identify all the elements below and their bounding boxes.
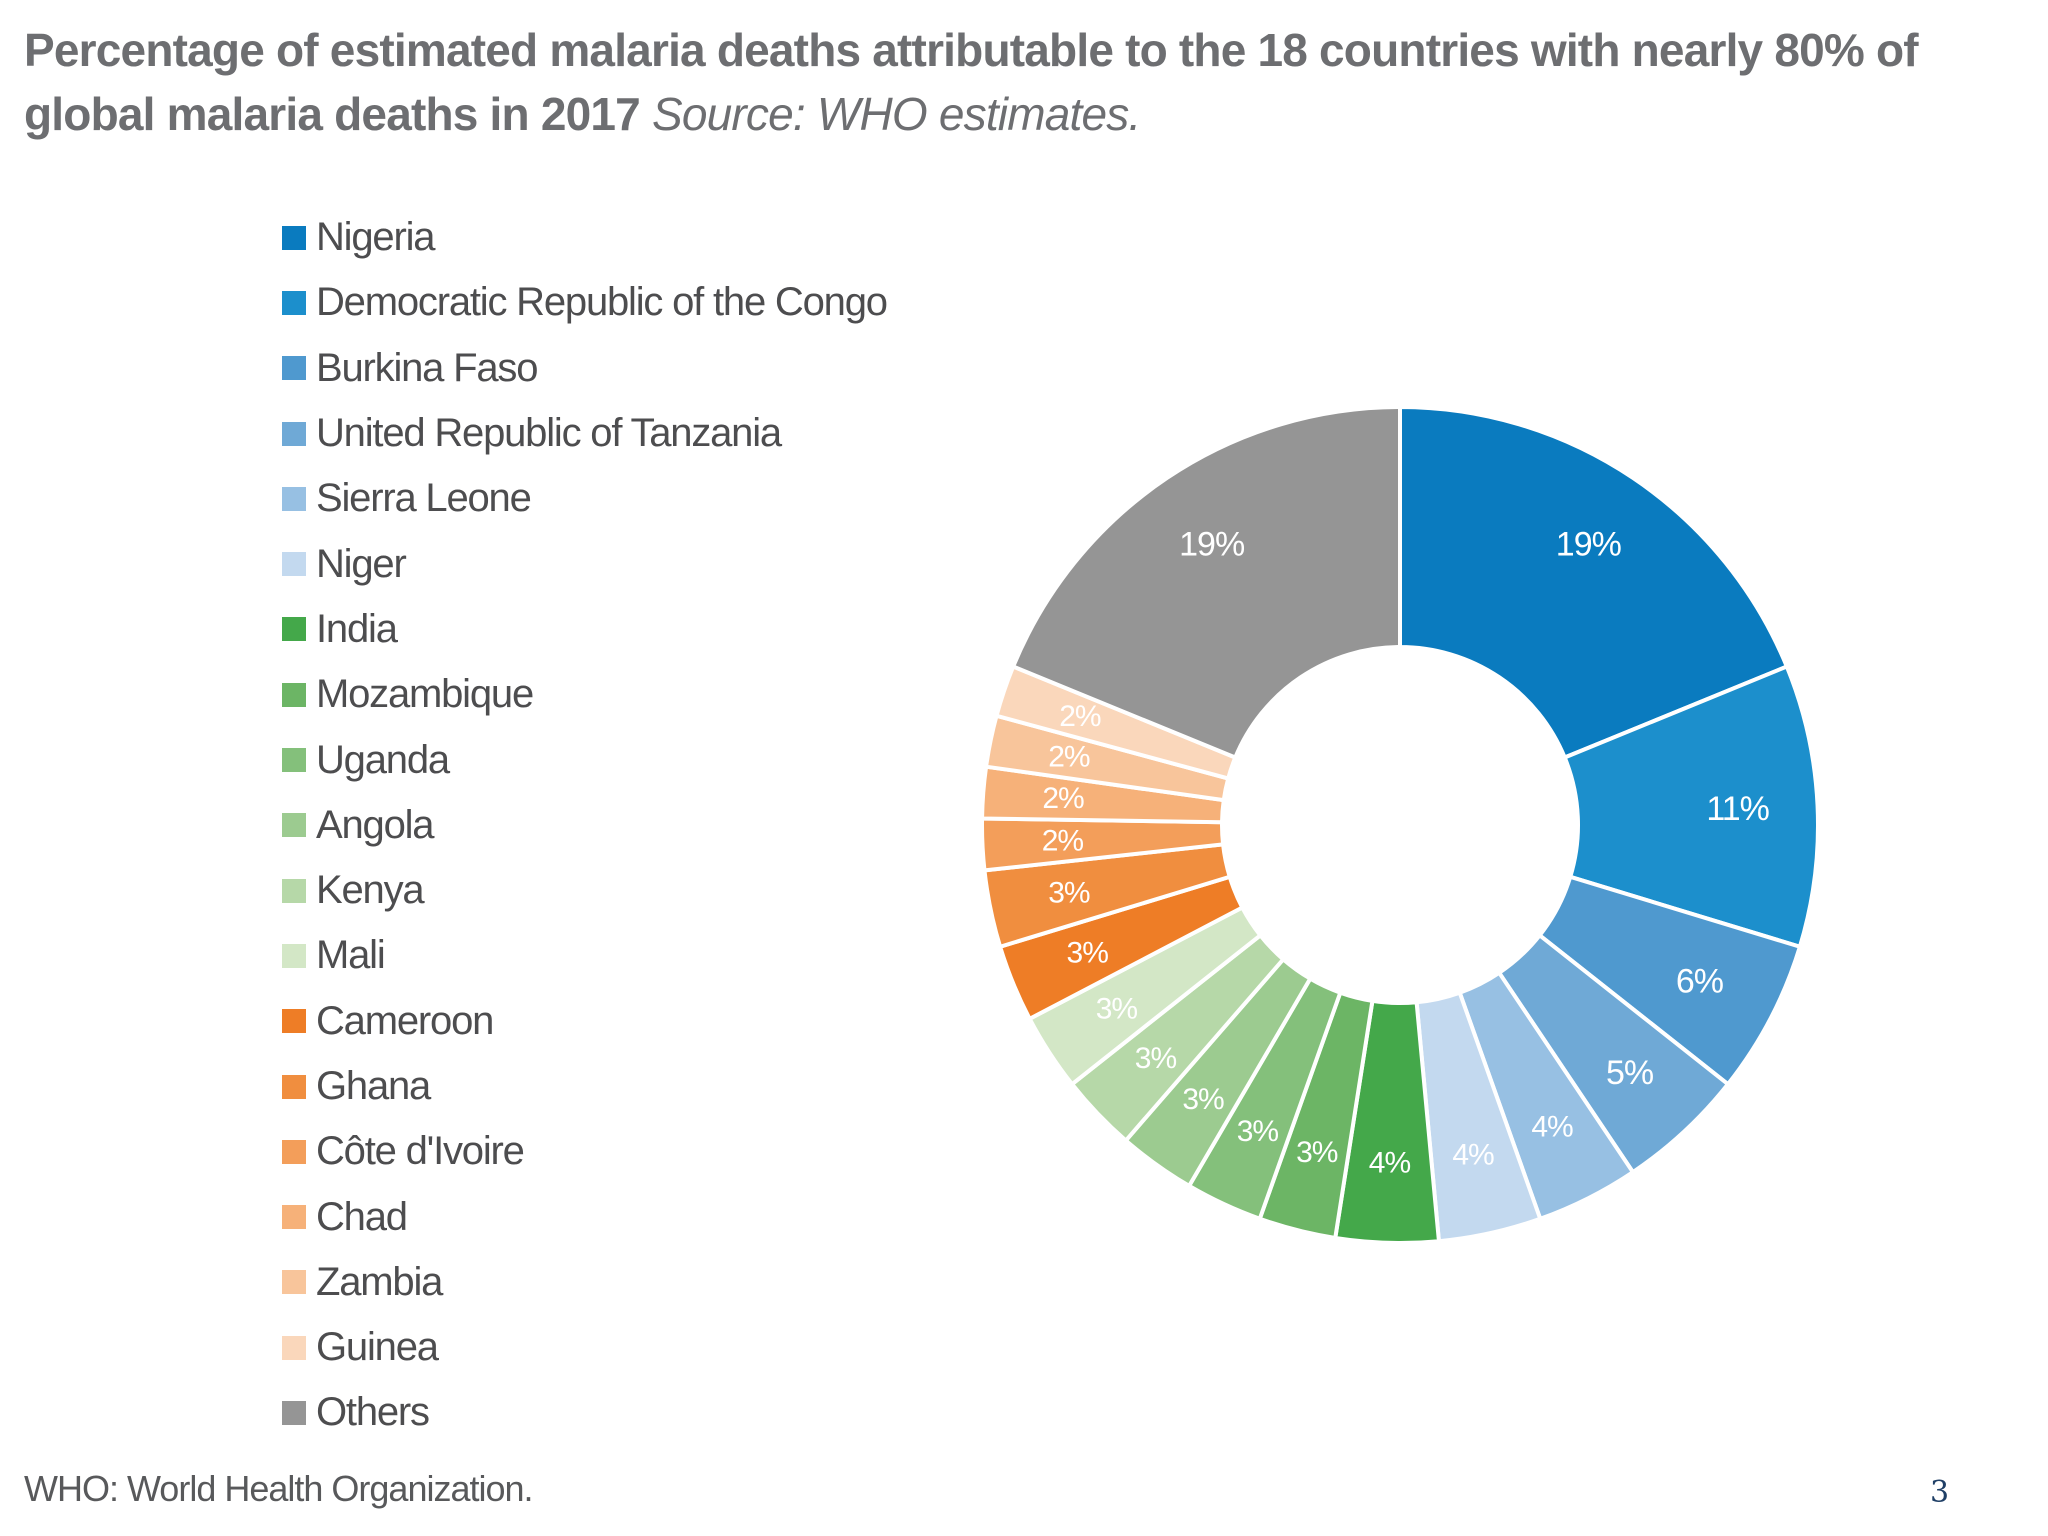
slice-label-chad: 2% — [1042, 782, 1084, 815]
legend-item-democratic-republic-of-the-congo: Democratic Republic of the Congo — [282, 270, 888, 335]
legend-swatch — [282, 421, 306, 446]
slice-label-guinea: 2% — [1059, 700, 1101, 733]
slice-label-sierra-leone: 4% — [1531, 1110, 1573, 1143]
legend-swatch — [282, 813, 306, 838]
legend-label: Ghana — [316, 1064, 431, 1108]
legend-label: Uganda — [316, 737, 450, 782]
slice-label-cameroon: 3% — [1067, 937, 1109, 970]
legend-item-cameroon: Cameroon — [282, 989, 887, 1054]
legend-swatch — [282, 290, 306, 315]
legend-label: Cameroon — [316, 998, 494, 1043]
legend-label: Mali — [316, 933, 386, 978]
legend-label: Angola — [316, 802, 435, 847]
legend-item-kenya: Kenya — [282, 858, 887, 923]
legend-label: Chad — [316, 1194, 408, 1239]
legend-swatch — [282, 1139, 306, 1164]
slice-label-india: 4% — [1369, 1146, 1411, 1179]
slice-others — [1010, 404, 1402, 761]
legend-swatch — [282, 356, 306, 381]
slice-label-cote-d-ivoire: 2% — [1042, 824, 1084, 857]
legend-swatch — [282, 943, 306, 968]
legend-item-others: Others — [282, 1380, 887, 1445]
chart-title-text: Percentage of estimated malaria deaths a… — [24, 24, 1919, 140]
legend-swatch — [282, 1009, 306, 1034]
legend-item-united-republic-of-tanzania: United Republic of Tanzania — [282, 401, 887, 466]
legend-label: India — [316, 606, 398, 651]
slice-label-mozambique: 3% — [1296, 1136, 1338, 1169]
slice-nigeria — [1398, 404, 1790, 761]
slice-label-nigeria: 19% — [1556, 525, 1622, 563]
legend-item-angola: Angola — [282, 793, 887, 858]
legend-label: United Republic of Tanzania — [316, 411, 782, 456]
legend-label: Democratic Republic of the Congo — [316, 280, 888, 325]
legend-swatch — [282, 486, 306, 511]
legend-swatch — [282, 1205, 306, 1230]
slice-label-democratic-republic-of-the-congo: 11% — [1706, 790, 1769, 828]
legend-swatch — [282, 682, 306, 707]
legend-item-burkina-faso: Burkina Faso — [282, 336, 887, 401]
chart-source: Source: WHO estimates. — [651, 88, 1141, 140]
slice-label-ghana: 3% — [1048, 876, 1090, 909]
slice-label-mali: 3% — [1096, 992, 1138, 1025]
slice-democratic-republic-of-the-congo — [1562, 663, 1820, 950]
slice-label-angola: 3% — [1182, 1083, 1224, 1116]
legend-item-zambia: Zambia — [282, 1250, 887, 1315]
legend-label: Others — [316, 1390, 430, 1435]
legend-item-mozambique: Mozambique — [282, 662, 887, 727]
slice-label-burkina-faso: 6% — [1676, 963, 1724, 1001]
legend-label: Guinea — [316, 1325, 439, 1370]
legend-label: Nigeria — [316, 215, 436, 260]
legend-item-ghana: Ghana — [282, 1054, 887, 1119]
legend-label: Burkina Faso — [316, 345, 538, 390]
chart-title: Percentage of estimated malaria deaths a… — [24, 18, 2024, 146]
legend-label: Mozambique — [316, 672, 534, 717]
legend-swatch — [282, 552, 306, 577]
legend-swatch — [282, 225, 306, 250]
donut-chart: 19%11%6%5%4%4%4%3%3%3%3%3%3%3%2%2%2%2%19… — [980, 404, 1820, 1245]
chart-legend: Nigeria Democratic Republic of the Congo B… — [282, 205, 888, 1446]
legend-item-chad: Chad — [282, 1184, 887, 1249]
legend-label: Niger — [316, 541, 407, 586]
legend-item-mali: Mali — [282, 923, 887, 988]
slice-label-others: 19% — [1179, 525, 1245, 563]
legend-item-guinea: Guinea — [282, 1315, 887, 1380]
legend-swatch — [282, 1270, 306, 1295]
slice-label-united-republic-of-tanzania: 5% — [1606, 1054, 1654, 1092]
slice-label-niger: 4% — [1452, 1139, 1494, 1172]
slice-label-uganda: 3% — [1237, 1115, 1279, 1148]
legend-swatch — [282, 1335, 306, 1360]
legend-label: Zambia — [316, 1259, 443, 1304]
slice-label-kenya: 3% — [1135, 1042, 1177, 1075]
legend-label: Sierra Leone — [316, 476, 532, 521]
legend-item-india: India — [282, 597, 887, 662]
legend-swatch — [282, 748, 306, 773]
page-number: 3 — [1930, 1475, 1950, 1510]
legend-item-sierra-leone: Sierra Leone — [282, 466, 887, 531]
legend-label: Côte d'Ivoire — [316, 1129, 525, 1174]
legend-label: Kenya — [316, 868, 425, 913]
legend-item-niger: Niger — [282, 531, 887, 596]
legend-swatch — [282, 878, 306, 903]
legend-item-cote-d-ivoire: Côte d'Ivoire — [282, 1119, 887, 1184]
legend-swatch — [282, 1074, 306, 1099]
legend-swatch — [282, 1400, 306, 1425]
legend-item-nigeria: Nigeria — [282, 205, 887, 270]
legend-swatch — [282, 617, 306, 642]
footnote: WHO: World Health Organization. — [24, 1468, 534, 1509]
slice-label-zambia: 2% — [1048, 741, 1090, 774]
legend-item-uganda: Uganda — [282, 727, 887, 792]
